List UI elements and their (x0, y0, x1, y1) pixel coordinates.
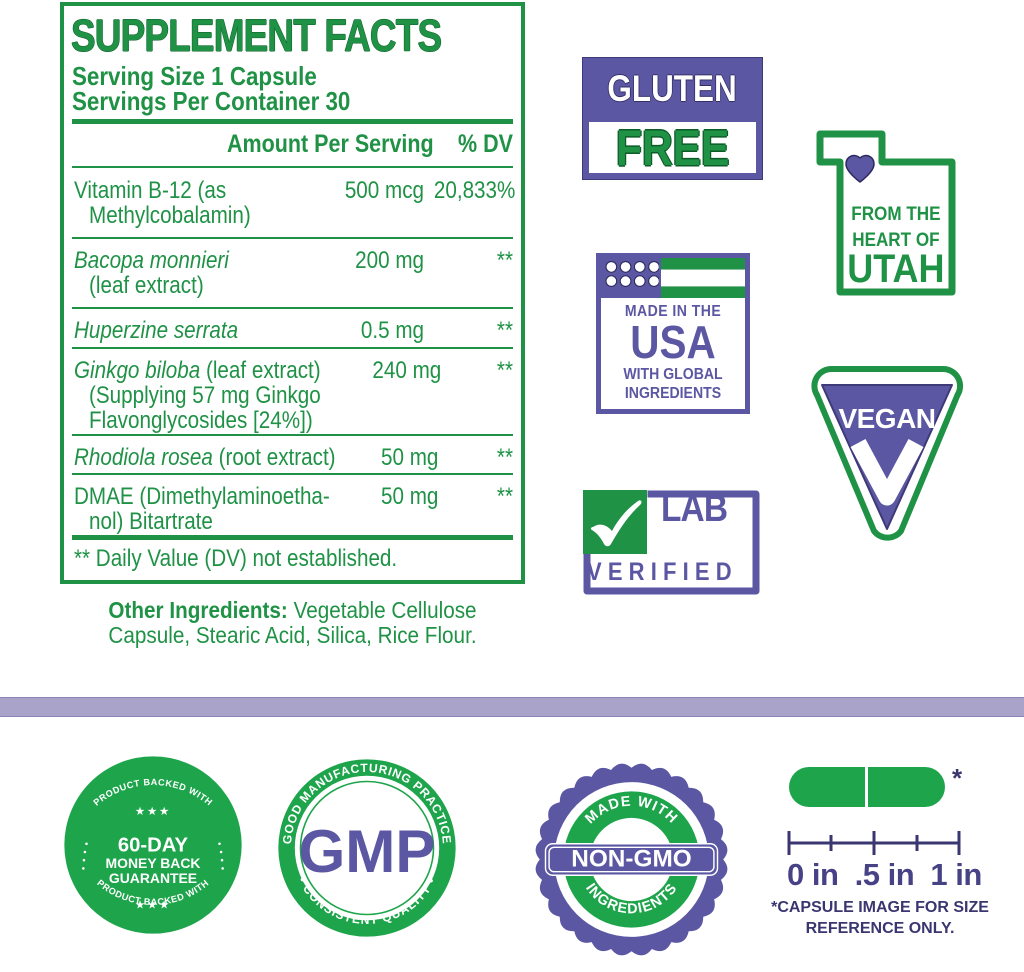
svg-text:VEGAN: VEGAN (838, 403, 935, 434)
svg-text:UTAH: UTAH (847, 247, 944, 291)
svg-text:GUARANTEE: GUARANTEE (109, 870, 197, 886)
svg-text:60-DAY: 60-DAY (118, 834, 189, 856)
svg-text:GMP: GMP (298, 818, 435, 885)
svg-text:★★★: ★★★ (135, 899, 171, 911)
svg-text:★★★: ★★★ (135, 806, 171, 818)
svg-text:MONEY BACK: MONEY BACK (106, 855, 201, 871)
svg-text:FROM THE: FROM THE (851, 203, 940, 224)
svg-text:NON-GMO: NON-GMO (571, 846, 691, 873)
svg-text:*: * (952, 765, 962, 793)
